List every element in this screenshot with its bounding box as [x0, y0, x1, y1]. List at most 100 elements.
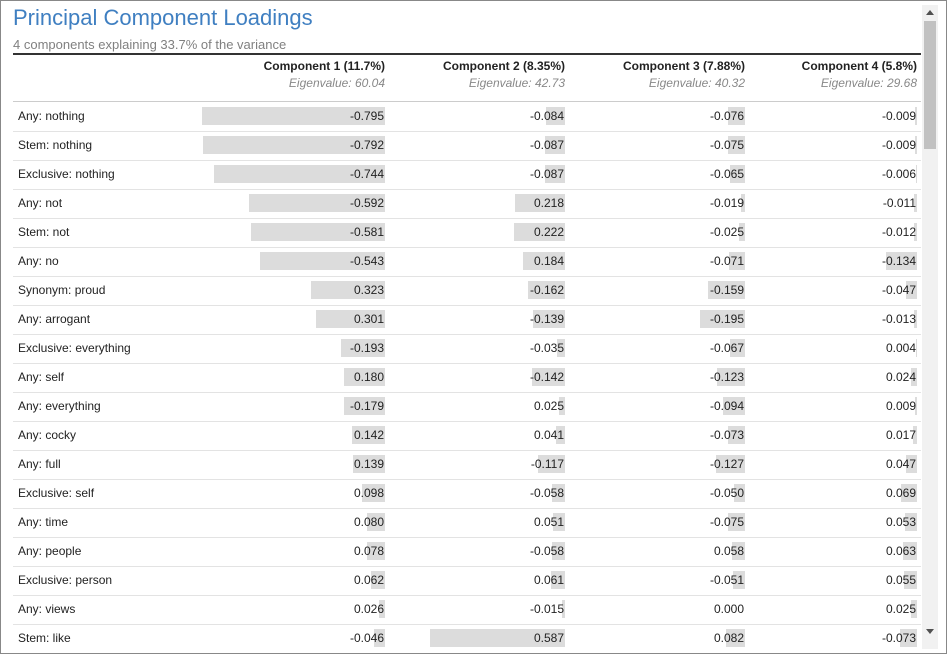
- table-row: Any: views 0.026 -0.015 0.000 0.025: [13, 595, 921, 625]
- loading-bar: [202, 136, 385, 154]
- table-row: Any: no -0.543 0.184 -0.071 -0.134: [13, 247, 921, 277]
- loading-value: -0.050: [709, 486, 744, 500]
- loading-value: 0.025: [533, 399, 564, 413]
- loading-value: -0.009: [881, 138, 916, 152]
- loading-value: -0.094: [709, 399, 744, 413]
- loading-value: -0.076: [709, 109, 744, 123]
- loading-value: 0.058: [713, 544, 744, 558]
- loading-value: -0.035: [529, 341, 564, 355]
- loading-value: -0.581: [349, 225, 384, 239]
- subtitle: 4 components explaining 33.7% of the var…: [13, 37, 287, 52]
- scroll-up[interactable]: [926, 10, 934, 15]
- table-row: Exclusive: everything -0.193 -0.035 -0.067 0…: [13, 334, 921, 364]
- loading-bar: [913, 426, 917, 444]
- loading-value: 0.053: [885, 515, 916, 529]
- scroll-down[interactable]: [926, 629, 934, 634]
- loading-value: 0.026: [353, 602, 384, 616]
- loading-value: -0.073: [709, 428, 744, 442]
- loading-value: -0.013: [881, 312, 916, 326]
- column-header: Component 1 (11.7%) Eigenvalue: 60.04: [205, 59, 385, 90]
- loading-bar: [914, 310, 917, 328]
- loading-value: 0.301: [353, 312, 384, 326]
- row-label: Any: no: [18, 254, 59, 268]
- loading-value: -0.123: [709, 370, 744, 384]
- row-label: Stem: nothing: [18, 138, 93, 152]
- table-row: Any: nothing -0.795 -0.084 -0.076 -0.009: [13, 102, 921, 132]
- loading-bar: [700, 310, 745, 328]
- loading-value: -0.087: [529, 138, 564, 152]
- loading-value: 0.218: [533, 196, 564, 210]
- column-header: Component 2 (8.35%) Eigenvalue: 42.73: [385, 59, 565, 90]
- row-label: Any: cocky: [18, 428, 77, 442]
- row-label: Any: nothing: [18, 109, 85, 123]
- loading-bar: [251, 223, 385, 241]
- loading-value: -0.195: [709, 312, 744, 326]
- loading-bar: [916, 339, 917, 357]
- loading-bar: [733, 484, 745, 502]
- loading-bar: [726, 629, 745, 647]
- loading-bar: [914, 194, 917, 212]
- row-label: Exclusive: self: [18, 486, 95, 500]
- row-label: Any: full: [18, 457, 61, 471]
- loading-value: -0.193: [349, 341, 384, 355]
- loading-value: 0.025: [885, 602, 916, 616]
- loading-bar: [527, 281, 565, 299]
- eigenvalue: Eigenvalue: 42.73: [468, 76, 565, 90]
- loading-bar: [533, 310, 565, 328]
- loading-value: 0.047: [885, 457, 916, 471]
- loading-value: -0.025: [709, 225, 744, 239]
- column-name: Component 4 (5.8%): [801, 59, 917, 73]
- row-label: Synonym: proud: [18, 283, 106, 297]
- loading-value: -0.179: [349, 399, 384, 413]
- loading-value: 0.139: [353, 457, 384, 471]
- loading-bar: [731, 542, 745, 560]
- table-row: Exclusive: nothing -0.744 -0.087 -0.065 -0.0…: [13, 160, 921, 190]
- loading-value: -0.006: [881, 167, 916, 181]
- row-label: Exclusive: everything: [18, 341, 131, 355]
- loading-bar: [370, 571, 385, 589]
- loading-value: 0.000: [713, 602, 744, 616]
- loading-value: -0.075: [709, 515, 744, 529]
- loading-value: 0.082: [713, 631, 744, 645]
- eigenvalue: Eigenvalue: 29.68: [820, 76, 917, 90]
- loading-value: -0.127: [709, 457, 744, 471]
- loading-value: 0.587: [533, 631, 564, 645]
- loading-value: 0.009: [885, 399, 916, 413]
- loading-bar: [367, 542, 385, 560]
- loading-value: -0.087: [529, 167, 564, 181]
- row-label: Any: everything: [18, 399, 101, 413]
- loading-bar: [716, 368, 745, 386]
- loading-value: -0.075: [709, 138, 744, 152]
- loading-value: -0.058: [529, 486, 564, 500]
- loading-value: 0.017: [885, 428, 916, 442]
- loading-value: -0.011: [882, 196, 916, 210]
- loading-bar: [513, 223, 565, 241]
- rule: [13, 53, 921, 55]
- loading-value: -0.117: [530, 457, 564, 471]
- column-header: Component 4 (5.8%) Eigenvalue: 29.68: [745, 59, 917, 90]
- eigenvalue: Eigenvalue: 60.04: [288, 76, 385, 90]
- loading-bar: [904, 571, 917, 589]
- scroll-thumb[interactable]: [924, 21, 936, 149]
- loading-value: -0.543: [349, 254, 384, 268]
- loading-bar: [727, 107, 745, 125]
- table-row: Exclusive: person 0.062 0.061 -0.051 0.055: [13, 566, 921, 596]
- table-row: Synonym: proud 0.323 -0.162 -0.159 -0.047: [13, 276, 921, 306]
- loading-value: -0.058: [529, 544, 564, 558]
- loading-value: 0.041: [533, 428, 564, 442]
- loading-bar: [729, 339, 745, 357]
- table-row: Any: not -0.592 0.218 -0.019 -0.011: [13, 189, 921, 219]
- loading-bar: [544, 165, 565, 183]
- loading-value: -0.744: [349, 167, 384, 181]
- loading-bar: [522, 252, 565, 270]
- loading-value: 0.062: [353, 573, 384, 587]
- loading-bar: [728, 426, 745, 444]
- loading-bar: [551, 542, 565, 560]
- loading-value: 0.024: [885, 370, 916, 384]
- loading-bar: [914, 107, 917, 125]
- row-label: Any: self: [18, 370, 65, 384]
- scrollbar[interactable]: [922, 5, 938, 649]
- loading-bar: [559, 397, 565, 415]
- loading-value: 0.061: [533, 573, 564, 587]
- loading-bar: [914, 136, 917, 154]
